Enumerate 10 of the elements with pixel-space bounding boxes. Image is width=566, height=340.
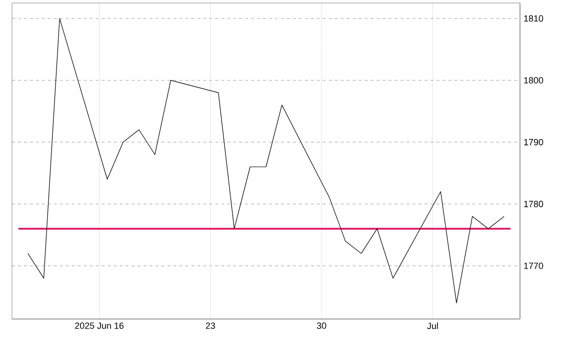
line-series xyxy=(28,18,504,304)
y-tick-label: 1790 xyxy=(524,138,544,146)
y-tick-label: 1810 xyxy=(524,15,544,22)
x-tick-label: 30 xyxy=(316,322,326,329)
x-tick-label: 2025 Jun 16 xyxy=(75,322,124,329)
y-tick-label: 1780 xyxy=(524,200,544,208)
x-tick-label: Jul xyxy=(427,322,438,330)
y-tick-label: 1770 xyxy=(524,262,544,269)
y-tick-label: 1800 xyxy=(524,77,544,84)
x-tick-label: 23 xyxy=(206,322,216,329)
